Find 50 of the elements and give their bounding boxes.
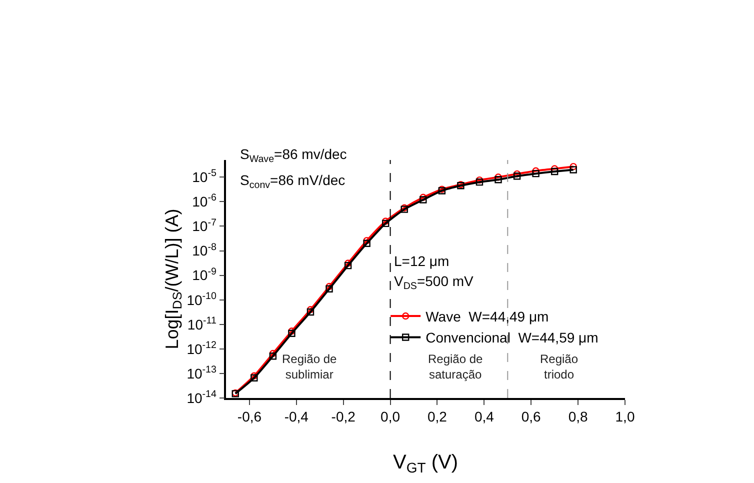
point <box>532 170 540 178</box>
y-tick-label: 10$^{-8}$ <box>192 242 217 259</box>
x-tick-label: 0,4 <box>474 408 494 425</box>
y-tick-label: 10$^{-13}$ <box>186 364 217 382</box>
y-tick-label: 10$^{-7}$ <box>192 217 216 234</box>
point <box>513 172 521 180</box>
x-axis-title: V$_{GT}$ (V) <box>392 452 458 476</box>
y-tick-label: 10$^{-11}$ <box>187 315 216 332</box>
annotation: V$_{DS}$=500 mV <box>394 273 474 292</box>
point <box>420 196 427 204</box>
point <box>382 220 390 228</box>
point <box>420 194 427 201</box>
annotation: S$_{conv}$=86 mV/dec <box>240 172 346 191</box>
point <box>550 168 558 176</box>
point <box>363 240 370 247</box>
annotation: L=12 μm <box>394 253 450 269</box>
legend-label: Wave W=44,49 μm <box>426 308 549 324</box>
x-tick-label: 0,8 <box>568 408 588 425</box>
annotation: S$_{Wave}$=86 mv/dec <box>240 146 347 165</box>
point <box>513 170 521 178</box>
point <box>306 306 314 314</box>
x-tick-label: -0,2 <box>331 408 356 425</box>
point <box>570 166 577 174</box>
legend-label: Convencional W=44,59 μm <box>426 330 598 346</box>
point <box>306 308 314 316</box>
x-tick-label: 1,0 <box>615 408 635 425</box>
point <box>570 162 577 170</box>
y-tick-label: 10$^{-6}$ <box>192 192 217 210</box>
point <box>363 236 370 244</box>
point <box>269 352 277 360</box>
x-tick-label: -0,4 <box>284 408 309 425</box>
annotation: Região triodo <box>540 352 578 382</box>
x-tick-label: 0,0 <box>380 408 400 425</box>
y-tick-label: 10$^{-5}$ <box>192 168 217 186</box>
x-tick-label: 0,6 <box>521 408 542 425</box>
annotation: Região de sublimiar <box>282 352 338 382</box>
point <box>550 165 558 172</box>
y-tick-label: 10$^{-14}$ <box>186 389 217 406</box>
point <box>382 218 390 225</box>
point <box>344 262 352 270</box>
point <box>494 176 502 184</box>
y-tick-label: 10$^{-10}$ <box>186 290 217 308</box>
point <box>344 260 352 267</box>
point <box>326 285 333 292</box>
y-tick-label: 10$^{-9}$ <box>192 266 216 284</box>
y-tick-label: 10$^{-12}$ <box>186 340 216 357</box>
annotation: Região de saturação <box>428 352 484 382</box>
x-tick-label: -0,6 <box>237 408 262 425</box>
point <box>326 282 333 290</box>
x-tick-label: 0,2 <box>428 408 448 425</box>
